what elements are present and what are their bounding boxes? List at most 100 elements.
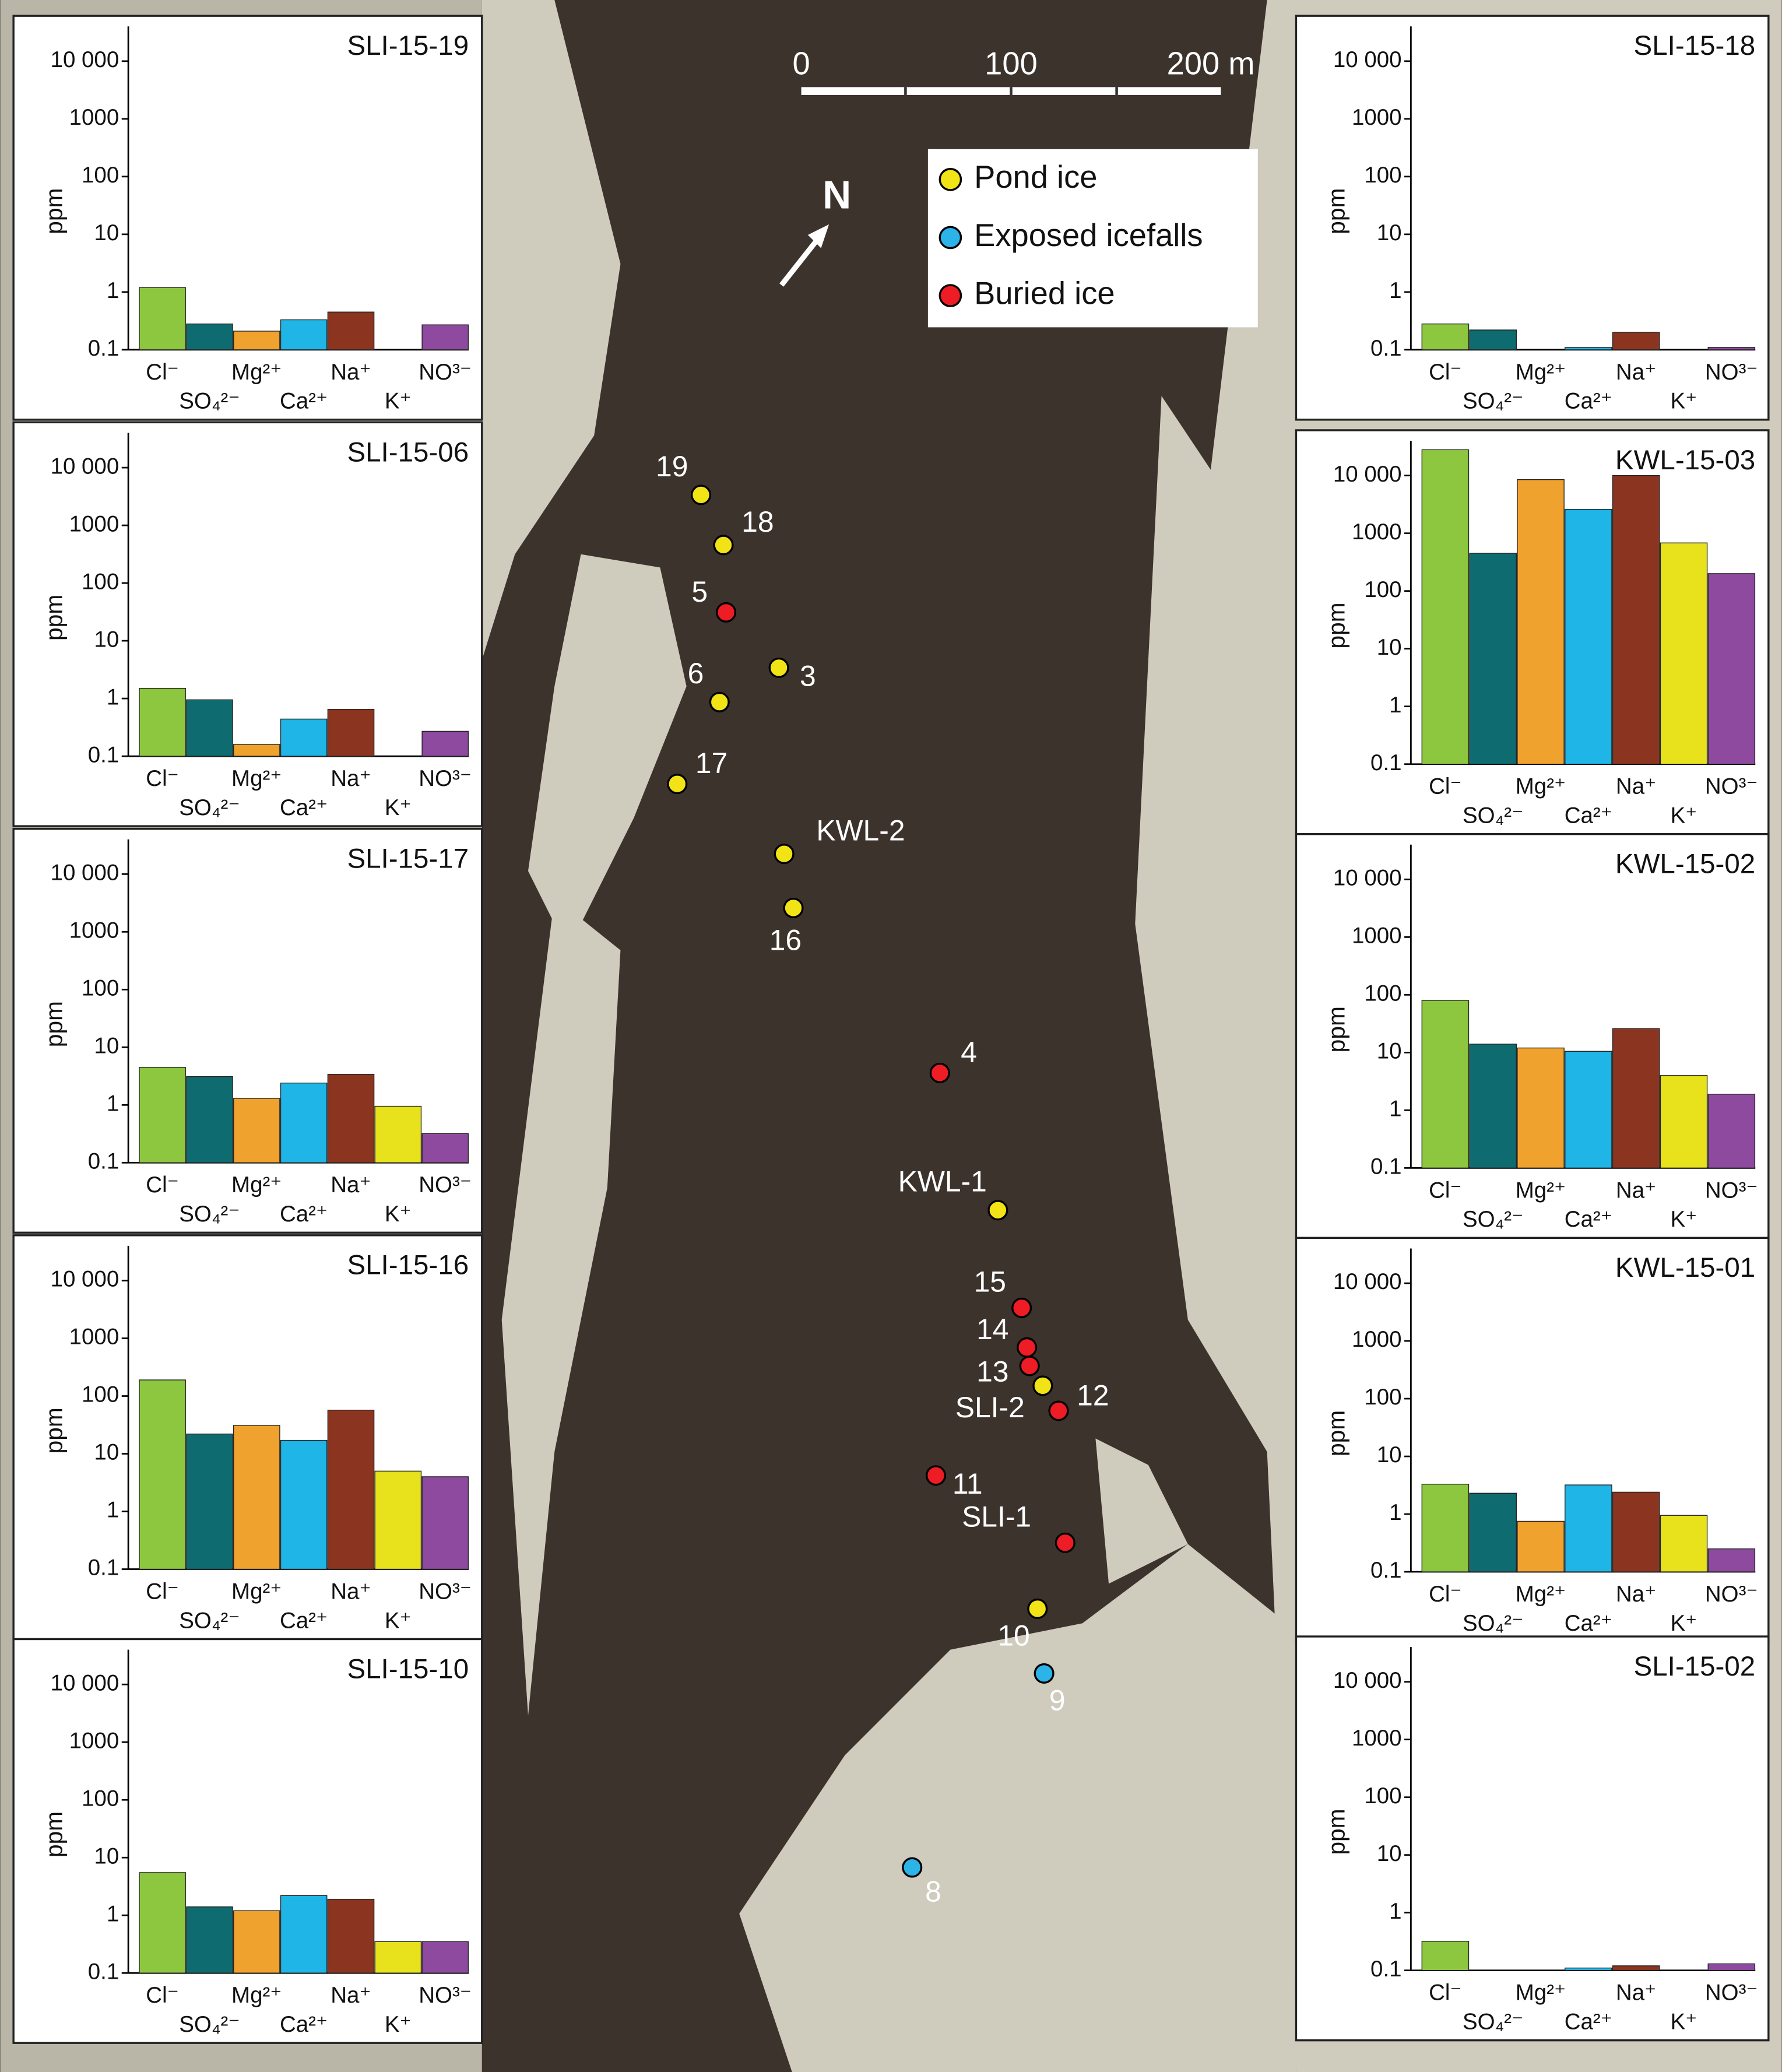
x-tick-label: Na⁺ xyxy=(331,1172,371,1197)
x-tick-label: SO₄²⁻ xyxy=(1463,1207,1523,1232)
legend-marker xyxy=(939,226,962,250)
y-tick-label: 10 000 xyxy=(1333,462,1402,487)
legend-marker xyxy=(939,284,962,307)
y-axis-label: ppm xyxy=(1323,188,1350,234)
chart-panel: 0.1 1 10 100 1000 10 000 Cl⁻SO₄²⁻ Mg²⁺ Ca²⁺Na⁺ K⁺… xyxy=(1295,1237,1770,1643)
site-label: KWL-2 xyxy=(816,814,905,847)
bar xyxy=(327,311,375,350)
y-tick-label: 1000 xyxy=(1352,1327,1402,1352)
x-tick-label: K⁺ xyxy=(385,1608,412,1633)
north-arrow xyxy=(779,233,824,287)
x-tick-label: Ca²⁺ xyxy=(1565,389,1612,414)
bar xyxy=(1421,1000,1470,1169)
x-tick-label: Ca²⁺ xyxy=(1565,1207,1612,1232)
site-marker xyxy=(783,897,804,918)
bar xyxy=(421,1133,469,1163)
x-tick-label: K⁺ xyxy=(1671,389,1697,414)
chart-panel: 0.1 1 10 100 1000 10 000 Cl⁻SO₄²⁻ Mg²⁺ Ca²⁺Na⁺ K⁺… xyxy=(12,421,483,827)
y-tick-label: 10 000 xyxy=(1333,47,1402,72)
y-tick-label: 10 000 xyxy=(1333,866,1402,891)
site-marker xyxy=(774,844,795,865)
x-tick-label: K⁺ xyxy=(1671,1207,1697,1232)
bar xyxy=(139,687,186,757)
bar xyxy=(1707,1548,1756,1572)
bar xyxy=(233,744,280,757)
x-tick-label: Mg²⁺ xyxy=(1516,774,1566,799)
x-tick-label: NO³⁻ xyxy=(1705,1980,1758,2006)
site-label: 11 xyxy=(952,1467,983,1500)
x-tick-label: Ca²⁺ xyxy=(1565,2009,1612,2034)
x-tick-label: Ca²⁺ xyxy=(280,2012,328,2037)
y-tick-label: 1000 xyxy=(69,105,119,130)
x-tick-label: K⁺ xyxy=(385,795,412,820)
x-tick-label: SO₄²⁻ xyxy=(179,389,240,414)
x-tick-label: NO³⁻ xyxy=(419,1983,472,2008)
bar xyxy=(186,323,233,350)
x-tick-label: SO₄²⁻ xyxy=(179,1608,240,1633)
site-marker xyxy=(1011,1297,1032,1318)
bar xyxy=(374,1470,422,1570)
chart-panel: 0.1 1 10 100 1000 10 000 Cl⁻SO₄²⁻ Mg²⁺ Ca²⁺Na⁺ K⁺… xyxy=(12,15,483,421)
bar xyxy=(1612,475,1660,765)
north-arrowhead xyxy=(807,224,830,248)
x-tick-label: K⁺ xyxy=(385,389,412,414)
bar xyxy=(1660,1515,1708,1572)
y-axis-label: ppm xyxy=(40,595,67,641)
y-tick-label: 10 000 xyxy=(51,1670,119,1695)
chart-title: SLI-15-16 xyxy=(347,1250,469,1281)
bar xyxy=(186,1076,233,1163)
y-axis-label: ppm xyxy=(1323,1006,1350,1052)
x-tick-label: K⁺ xyxy=(1671,803,1697,828)
x-tick-label: Mg²⁺ xyxy=(231,1983,282,2008)
legend-label: Pond ice xyxy=(974,159,1097,195)
panel-box xyxy=(12,1638,483,2044)
panel-box xyxy=(1295,1635,1770,2042)
site-label: SLI-2 xyxy=(955,1391,1025,1424)
x-tick-label: K⁺ xyxy=(1671,2009,1697,2034)
bar xyxy=(1421,323,1470,350)
x-tick-label: Na⁺ xyxy=(1616,1582,1656,1607)
site-label: 19 xyxy=(656,450,688,483)
x-tick-label: Ca²⁺ xyxy=(1565,803,1612,828)
site-marker xyxy=(667,774,688,795)
y-tick-label: 10 xyxy=(94,220,119,245)
panel-box xyxy=(1295,15,1770,421)
site-label: 9 xyxy=(1049,1684,1066,1716)
site-marker xyxy=(902,1857,923,1878)
panel-box xyxy=(12,827,483,1234)
bar xyxy=(280,319,328,350)
site-label: 3 xyxy=(800,660,816,693)
bar xyxy=(1517,1047,1565,1169)
x-tick-label: Mg²⁺ xyxy=(231,360,282,385)
x-tick-label: Na⁺ xyxy=(331,1983,371,2008)
y-tick-label: 1 xyxy=(1389,278,1401,303)
x-tick-label: Cl⁻ xyxy=(146,1579,179,1604)
y-tick-label: 10 xyxy=(1377,1039,1402,1064)
x-tick-label: SO₄²⁻ xyxy=(1463,389,1523,414)
bar xyxy=(233,331,280,350)
y-axis-label: ppm xyxy=(40,1001,67,1047)
y-tick-label: 1 xyxy=(1389,1899,1401,1924)
scale-bar xyxy=(801,87,1221,95)
x-tick-label: Na⁺ xyxy=(1616,1980,1656,2006)
y-tick-label: 100 xyxy=(1364,577,1401,602)
site-label: 17 xyxy=(695,747,727,779)
x-tick-label: SO₄²⁻ xyxy=(179,1202,240,1227)
bar xyxy=(1469,553,1517,765)
x-tick-label: Mg²⁺ xyxy=(1516,1582,1566,1607)
y-tick-label: 1000 xyxy=(69,918,119,943)
y-tick-label: 10 xyxy=(94,1440,119,1465)
y-tick-label: 0.1 xyxy=(1370,1154,1401,1179)
bar xyxy=(280,1082,328,1163)
chart-title: SLI-15-19 xyxy=(347,30,469,61)
y-tick-label: 0.1 xyxy=(88,1555,119,1581)
y-tick-label: 100 xyxy=(1364,1783,1401,1808)
bar xyxy=(1469,1044,1517,1169)
x-tick-label: Cl⁻ xyxy=(1429,1178,1462,1203)
y-tick-label: 10 000 xyxy=(1333,1269,1402,1294)
y-tick-label: 1000 xyxy=(1352,1726,1402,1751)
bar xyxy=(1421,449,1470,765)
legend-box xyxy=(927,149,1258,328)
chart-title: SLI-15-18 xyxy=(1634,30,1756,61)
